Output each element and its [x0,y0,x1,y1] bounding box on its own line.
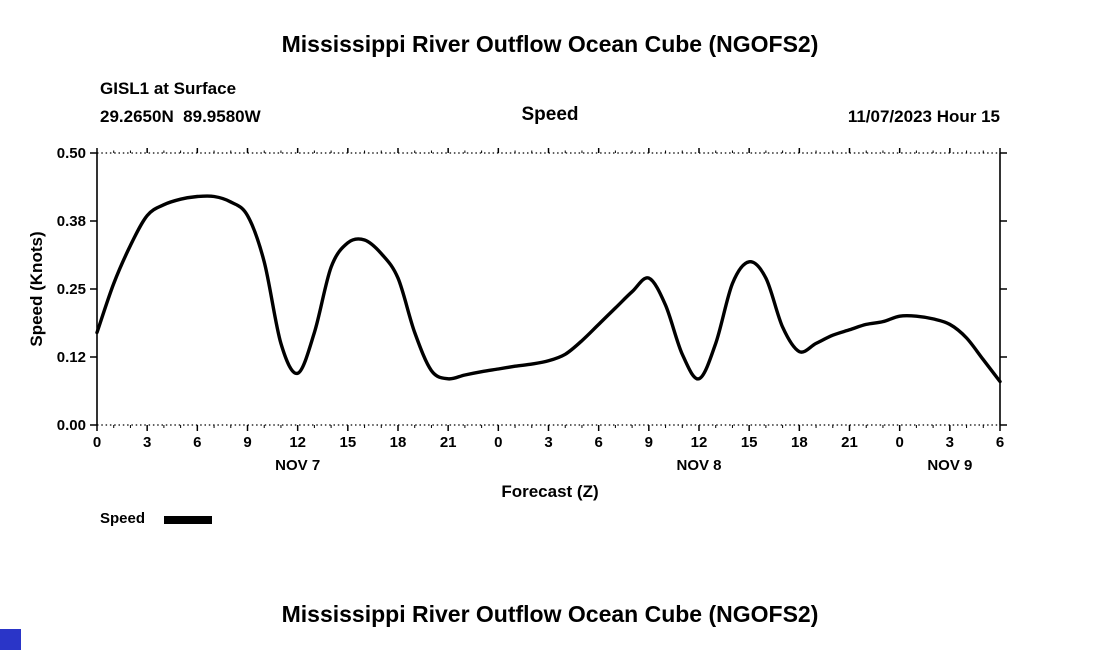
date-label: NOV 7 [275,457,320,474]
page-title: Mississippi River Outflow Ocean Cube (NG… [281,31,819,57]
x-tick-label: 12 [691,434,708,451]
x-tick-label: 3 [544,434,552,451]
station-label: GISL1 at Surface [100,79,237,98]
y-tick-label: 0.25 [57,281,86,298]
x-tick-label: 6 [996,434,1004,451]
x-tick-label: 9 [243,434,251,451]
x-tick-label: 6 [594,434,602,451]
date-label: NOV 9 [927,457,972,474]
legend-label: Speed [100,510,146,527]
legend-line-swatch [164,516,212,524]
y-tick-label: 0.50 [57,145,86,162]
x-tick-label: 0 [93,434,101,451]
x-tick-label: 15 [741,434,758,451]
forecast-datetime-label: 11/07/2023 Hour 15 [847,107,1000,126]
x-tick-label: 21 [440,434,457,451]
date-label: NOV 8 [676,457,721,474]
x-tick-label: 3 [143,434,151,451]
x-tick-label: 0 [895,434,903,451]
x-tick-label: 12 [289,434,306,451]
y-tick-label: 0.12 [57,349,86,366]
x-tick-label: 18 [390,434,407,451]
x-tick-label: 18 [791,434,808,451]
y-tick-label: 0.00 [57,417,86,434]
speed-line [95,194,1002,384]
bottom-page-title: Mississippi River Outflow Ocean Cube (NG… [281,601,819,627]
x-tick-label: 21 [841,434,858,451]
x-axis-title: Forecast (Z) [501,482,599,501]
plot-variable-title: Speed [521,104,579,125]
y-tick-label: 0.38 [57,213,86,230]
x-tick-label: 15 [339,434,356,451]
x-tick-label: 9 [645,434,653,451]
coordinates-label: 29.2650N 89.9580W [100,107,261,126]
corner-marker [0,629,21,650]
x-tick-label: 6 [193,434,201,451]
x-tick-label: 0 [494,434,502,451]
x-tick-label: 3 [946,434,954,451]
